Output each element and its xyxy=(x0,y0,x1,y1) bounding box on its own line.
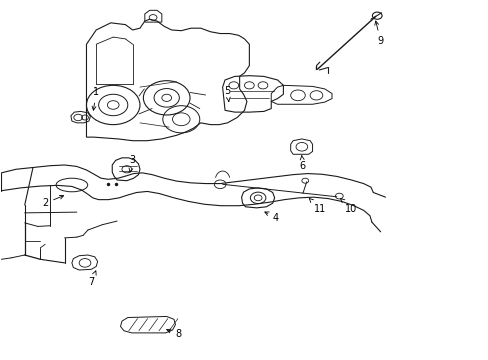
Text: 10: 10 xyxy=(340,199,357,213)
Text: 3: 3 xyxy=(129,156,136,172)
Text: 6: 6 xyxy=(299,155,305,171)
Text: 9: 9 xyxy=(374,21,383,46)
Text: 1: 1 xyxy=(92,87,99,110)
Text: 5: 5 xyxy=(224,86,230,102)
Text: 4: 4 xyxy=(264,212,279,222)
Text: 2: 2 xyxy=(42,195,63,208)
Text: 8: 8 xyxy=(166,329,182,339)
Text: 7: 7 xyxy=(88,271,96,287)
Text: 11: 11 xyxy=(309,198,325,213)
